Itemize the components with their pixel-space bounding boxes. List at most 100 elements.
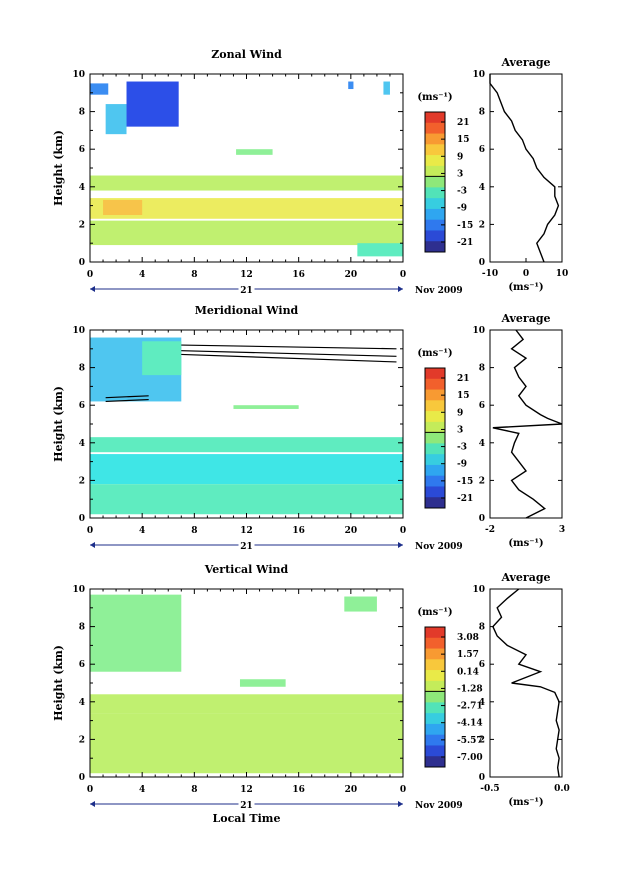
heatmap-cell	[348, 81, 354, 90]
colorbar-tick-label: 3	[457, 169, 463, 179]
average-x-tick-label: 3	[559, 525, 565, 535]
average-title: Average	[500, 56, 550, 69]
colorbar-tick-label: -21	[457, 238, 473, 248]
heatmap-cell	[90, 437, 403, 453]
colorbar-swatch	[425, 659, 445, 671]
average-y-tick-label: 10	[472, 585, 485, 595]
colorbar-swatch	[425, 400, 445, 412]
heatmap-region-group	[90, 81, 403, 257]
day-bar-arrow-right	[398, 286, 403, 292]
y-axis-label: Height (km)	[52, 130, 65, 206]
colorbar-swatch	[425, 421, 445, 434]
colorbar-swatch	[425, 176, 445, 188]
heatmap-cell	[142, 341, 182, 376]
heatmap-cell	[105, 104, 127, 135]
x-tick-label: 16	[292, 270, 305, 280]
colorbar-swatch	[425, 230, 445, 242]
colorbar-tick-label: -15	[457, 477, 473, 487]
average-y-tick-label: 4	[479, 183, 485, 193]
colorbar-swatch	[425, 241, 445, 253]
date-label: Nov 2009	[415, 801, 463, 811]
colorbar-swatch	[425, 637, 445, 650]
x-tick-label: 8	[191, 526, 197, 536]
colorbar-swatch	[425, 464, 445, 477]
average-x-tick-label: -2	[485, 525, 495, 535]
colorbar-tick-label: 3.08	[457, 633, 479, 643]
average-y-tick-label: 0	[479, 773, 485, 783]
y-tick-label: 0	[79, 258, 85, 268]
heatmap-cell	[90, 594, 182, 672]
colorbar-swatch	[425, 133, 445, 145]
colorbar-unit: (ms⁻¹)	[417, 348, 452, 359]
colorbar-swatch	[425, 378, 445, 391]
average-profile-line	[492, 329, 563, 519]
average-y-tick-label: 2	[479, 735, 485, 745]
heatmap-cell	[90, 694, 403, 714]
colorbar-swatch	[425, 756, 445, 768]
colorbar-swatch	[425, 648, 445, 660]
x-tick-label: 12	[240, 526, 253, 536]
heatmap-cell	[126, 81, 179, 127]
colorbar-swatch	[425, 389, 445, 401]
colorbar-tick-label: 15	[457, 391, 470, 401]
colorbar-swatch	[425, 691, 445, 703]
day-bar-arrow-left	[90, 286, 95, 292]
colorbar-swatch	[425, 122, 445, 135]
colorbar-swatch	[425, 368, 445, 380]
day-label: 21	[240, 286, 253, 296]
x-tick-label: 0	[87, 785, 93, 795]
day-label-bg	[238, 539, 255, 550]
day-label-bg	[238, 283, 255, 294]
average-x-tick-label: -0.5	[480, 784, 499, 794]
colorbar-tick-label: 3	[457, 425, 463, 435]
colorbar-tick-label: -5.57	[457, 736, 483, 746]
average-y-tick-label: 0	[479, 258, 485, 268]
x-tick-label: 16	[292, 785, 305, 795]
heatmap-cell	[90, 454, 403, 485]
colorbar-swatch	[425, 187, 445, 199]
y-tick-label: 10	[72, 70, 85, 80]
colorbar-tick-label: 0.14	[457, 667, 479, 677]
y-tick-label: 6	[79, 145, 85, 155]
colorbar-tick-label: 9	[457, 408, 463, 418]
panel-title: Meridional Wind	[195, 304, 299, 317]
average-y-tick-label: 10	[472, 70, 485, 80]
contour-line	[181, 353, 397, 363]
date-label: Nov 2009	[415, 286, 463, 296]
average-title: Average	[500, 312, 550, 325]
y-axis-label: Height (km)	[52, 645, 65, 721]
heatmap-region-group	[90, 337, 403, 515]
heatmap-cell	[90, 198, 403, 219]
average-frame	[489, 588, 563, 778]
average-profile-line	[492, 588, 560, 778]
contour-line	[181, 350, 397, 357]
colorbar-swatch	[425, 208, 445, 221]
x-tick-label: 8	[191, 785, 197, 795]
colorbar-swatch	[425, 443, 445, 455]
x-tick-label: 0	[87, 526, 93, 536]
x-tick-label: 0	[87, 270, 93, 280]
x-tick-label: 20	[345, 526, 358, 536]
y-tick-label: 0	[79, 514, 85, 524]
colorbar-swatch	[425, 486, 445, 498]
average-title: Average	[500, 571, 550, 584]
average-y-tick-label: 8	[479, 623, 485, 633]
colorbar-swatch	[425, 627, 445, 639]
y-tick-label: 6	[79, 401, 85, 411]
colorbar-swatch	[425, 411, 445, 423]
x-tick-label: 0	[400, 526, 406, 536]
day-label: 21	[240, 542, 253, 552]
colorbar-unit: (ms⁻¹)	[417, 607, 452, 618]
x-tick-label: 4	[139, 785, 145, 795]
y-tick-label: 0	[79, 773, 85, 783]
y-tick-label: 8	[79, 108, 85, 118]
colorbar-tick-label: 21	[457, 374, 470, 384]
colorbar-swatch	[425, 475, 445, 487]
average-y-tick-label: 2	[479, 476, 485, 486]
colorbar-tick-label: -9	[457, 460, 467, 470]
x-axis-label: Local Time	[213, 812, 281, 825]
contour-line	[181, 344, 397, 350]
heatmap-cell	[233, 405, 299, 409]
heatmap-cell	[239, 679, 286, 687]
colorbar-swatch	[425, 112, 445, 124]
